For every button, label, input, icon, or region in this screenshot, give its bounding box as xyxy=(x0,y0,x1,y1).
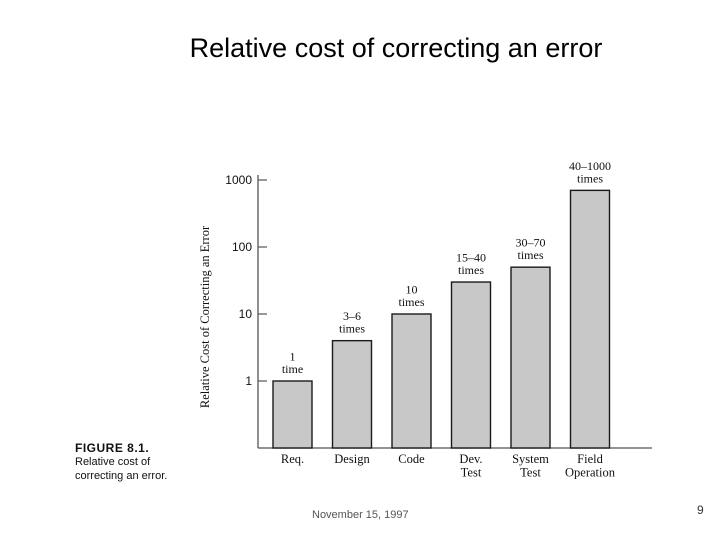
x-tick-label: Dev. xyxy=(459,452,482,466)
data-label: times xyxy=(399,295,425,309)
data-label: times xyxy=(518,248,544,262)
x-tick-label: Req. xyxy=(281,452,304,466)
x-axis-labels: Req. Design Code Dev.TestSystemTestFieldOpe… xyxy=(281,452,616,480)
y-tick-label: 1000 xyxy=(225,173,252,187)
data-label: 40–1000 xyxy=(569,159,611,173)
page-number: 9 xyxy=(697,503,704,517)
bar xyxy=(391,313,432,449)
bar xyxy=(272,380,313,449)
y-tick-label: 1 xyxy=(245,374,252,388)
data-label: times xyxy=(339,322,365,336)
bar xyxy=(569,189,611,449)
y-tick-label: 100 xyxy=(232,240,252,254)
y-tick-label: 10 xyxy=(239,307,253,321)
data-label: 1 xyxy=(290,350,296,364)
footer-date: November 15, 1997 xyxy=(312,509,409,521)
y-axis-label: Relative Cost of Correcting an Error xyxy=(198,225,212,408)
x-tick-label: System xyxy=(512,452,549,466)
x-tick-label: Field xyxy=(577,452,603,466)
figure-caption-line: correcting an error. xyxy=(75,470,168,482)
bar xyxy=(331,339,373,449)
data-label: time xyxy=(282,362,303,376)
chart-bars xyxy=(272,189,611,449)
x-tick-label: Operation xyxy=(565,466,616,480)
data-label: 30–70 xyxy=(516,236,546,250)
x-tick-label: Test xyxy=(520,466,541,480)
figure-caption-line: Relative cost of xyxy=(75,456,151,468)
data-label: times xyxy=(458,263,484,277)
figure-label: FIGURE 8.1. xyxy=(75,441,150,455)
y-axis-ticks: 1000 100 10 1 xyxy=(225,173,267,388)
bar xyxy=(450,281,492,449)
data-label: 3–6 xyxy=(343,309,361,323)
data-label: times xyxy=(577,171,603,185)
bar xyxy=(510,266,551,449)
x-tick-label: Test xyxy=(461,466,482,480)
data-label: 15–40 xyxy=(456,251,486,265)
slide-title: Relative cost of correcting an error xyxy=(189,33,603,63)
x-tick-label: Design xyxy=(334,452,370,466)
figure-caption: FIGURE 8.1. Relative cost of correcting … xyxy=(75,441,215,483)
data-label: 10 xyxy=(406,283,418,297)
x-tick-label: Code xyxy=(398,452,425,466)
data-labels: 1time3–6times10times15–40times30–70times… xyxy=(282,159,611,376)
